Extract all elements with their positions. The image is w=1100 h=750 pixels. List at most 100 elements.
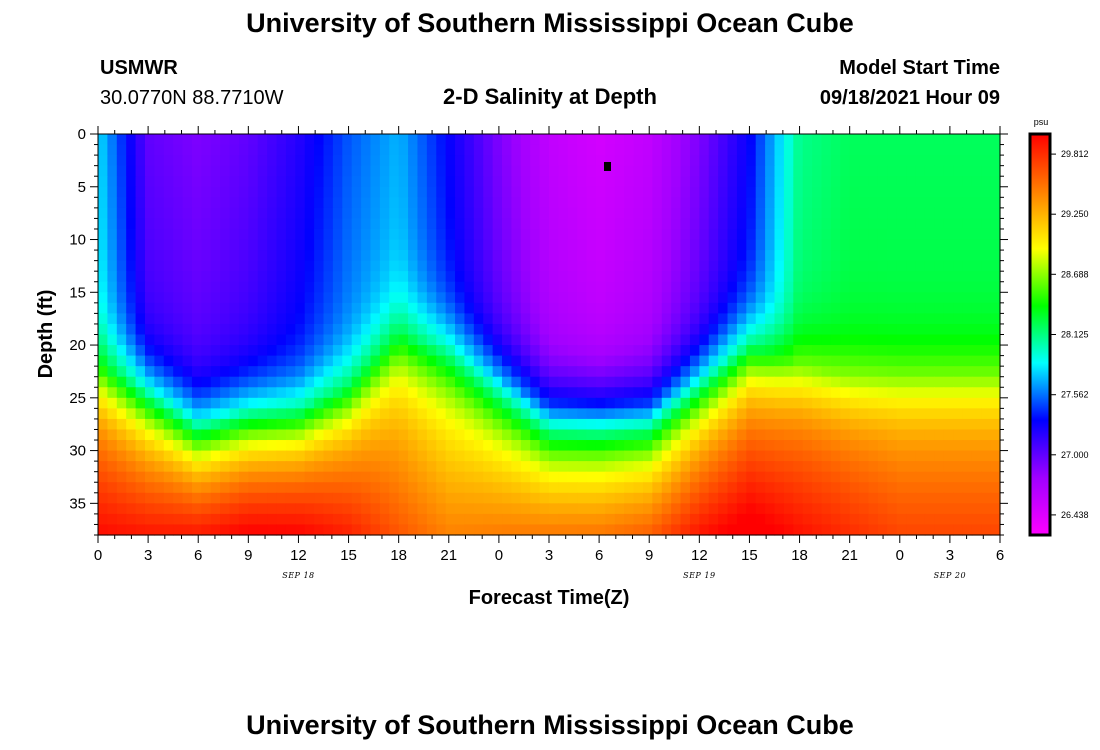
heatmap-cell bbox=[163, 418, 174, 431]
heatmap-cell bbox=[379, 429, 390, 441]
heatmap-cell bbox=[887, 313, 898, 325]
heatmap-cell bbox=[990, 292, 1001, 304]
heatmap-cell bbox=[173, 450, 184, 462]
heatmap-cell bbox=[727, 176, 738, 188]
heatmap-cell bbox=[906, 250, 917, 262]
heatmap-cell bbox=[408, 281, 419, 293]
heatmap-cell bbox=[361, 503, 372, 515]
heatmap-cell bbox=[934, 376, 945, 388]
heatmap-cell bbox=[191, 366, 202, 378]
heatmap-cell bbox=[943, 471, 954, 483]
heatmap-cell bbox=[379, 334, 390, 346]
heatmap-cell bbox=[304, 218, 315, 230]
heatmap-cell bbox=[934, 345, 945, 357]
heatmap-cell bbox=[361, 218, 372, 230]
heatmap-cell bbox=[473, 334, 484, 346]
heatmap-cell bbox=[464, 323, 475, 336]
heatmap-cell bbox=[154, 418, 165, 431]
heatmap-cell bbox=[257, 228, 268, 241]
heatmap-cell bbox=[332, 334, 343, 346]
heatmap-cell bbox=[774, 387, 785, 399]
heatmap-cell bbox=[530, 260, 541, 272]
heatmap-cell bbox=[455, 503, 466, 515]
heatmap-cell bbox=[765, 323, 776, 336]
heatmap-cell bbox=[116, 218, 127, 230]
heatmap-cell bbox=[464, 366, 475, 378]
heatmap-cell bbox=[868, 376, 879, 388]
heatmap-cell bbox=[971, 482, 982, 494]
heatmap-cell bbox=[530, 450, 541, 462]
heatmap-cell bbox=[708, 513, 719, 526]
heatmap-cell bbox=[746, 218, 757, 230]
heatmap-cell bbox=[248, 271, 259, 283]
heatmap-cell bbox=[877, 228, 888, 241]
heatmap-cell bbox=[990, 366, 1001, 378]
heatmap-cell bbox=[342, 513, 353, 526]
heatmap-cell bbox=[868, 482, 879, 494]
heatmap-cell bbox=[173, 492, 184, 504]
heatmap-cell bbox=[520, 144, 531, 156]
heatmap-cell bbox=[896, 323, 907, 336]
heatmap-cell bbox=[342, 302, 353, 314]
heatmap-cell bbox=[276, 292, 287, 304]
heatmap-cell bbox=[990, 165, 1001, 177]
heatmap-cell bbox=[116, 165, 127, 177]
heatmap-cell bbox=[191, 408, 202, 420]
heatmap-cell bbox=[830, 440, 841, 452]
heatmap-cell bbox=[962, 271, 973, 283]
heatmap-cell bbox=[276, 155, 287, 167]
heatmap-cell bbox=[520, 408, 531, 420]
heatmap-cell bbox=[699, 134, 710, 146]
heatmap-cell bbox=[107, 482, 118, 494]
heatmap-cell bbox=[595, 271, 606, 283]
heatmap-cell bbox=[812, 228, 823, 241]
heatmap-cell bbox=[351, 345, 362, 357]
heatmap-cell bbox=[342, 323, 353, 336]
model-start-value: 09/18/2021 Hour 09 bbox=[819, 87, 1000, 109]
x-tick-label: 12 bbox=[290, 547, 307, 564]
heatmap-cell bbox=[229, 471, 240, 483]
heatmap-cell bbox=[314, 492, 325, 504]
heatmap-cell bbox=[238, 176, 249, 188]
heatmap-cell bbox=[821, 387, 832, 399]
heatmap-cell bbox=[417, 218, 428, 230]
heatmap-cell bbox=[464, 302, 475, 314]
heatmap-cell bbox=[229, 323, 240, 336]
heatmap-cell bbox=[981, 503, 992, 515]
heatmap-cell bbox=[295, 323, 306, 336]
heatmap-cell bbox=[295, 260, 306, 272]
heatmap-cell bbox=[351, 503, 362, 515]
heatmap-cell bbox=[971, 524, 982, 536]
heatmap-cell bbox=[774, 155, 785, 167]
heatmap-cell bbox=[379, 186, 390, 198]
heatmap-cell bbox=[426, 271, 437, 283]
heatmap-cell bbox=[990, 313, 1001, 325]
heatmap-cell bbox=[408, 271, 419, 283]
heatmap-cell bbox=[511, 440, 522, 452]
heatmap-cell bbox=[577, 492, 588, 504]
heatmap-cell bbox=[567, 366, 578, 378]
heatmap-cell bbox=[502, 440, 513, 452]
heatmap-cell bbox=[210, 260, 221, 272]
heatmap-cell bbox=[126, 408, 137, 420]
heatmap-cell bbox=[229, 334, 240, 346]
heatmap-cell bbox=[126, 503, 137, 515]
heatmap-cell bbox=[455, 165, 466, 177]
heatmap-cell bbox=[314, 524, 325, 536]
heatmap-cell bbox=[314, 250, 325, 262]
heatmap-cell bbox=[257, 207, 268, 220]
heatmap-cell bbox=[154, 513, 165, 526]
heatmap-cell bbox=[304, 281, 315, 293]
heatmap-cell bbox=[445, 429, 456, 441]
heatmap-cell bbox=[689, 165, 700, 177]
heatmap-cell bbox=[445, 313, 456, 325]
heatmap-cell bbox=[765, 186, 776, 198]
heatmap-cell bbox=[962, 387, 973, 399]
heatmap-cell bbox=[304, 429, 315, 441]
heatmap-cell bbox=[539, 440, 550, 452]
heatmap-cell bbox=[436, 461, 447, 473]
heatmap-cell bbox=[173, 292, 184, 304]
heatmap-cell bbox=[417, 366, 428, 378]
heatmap-cell bbox=[962, 376, 973, 388]
heatmap-cell bbox=[370, 292, 381, 304]
